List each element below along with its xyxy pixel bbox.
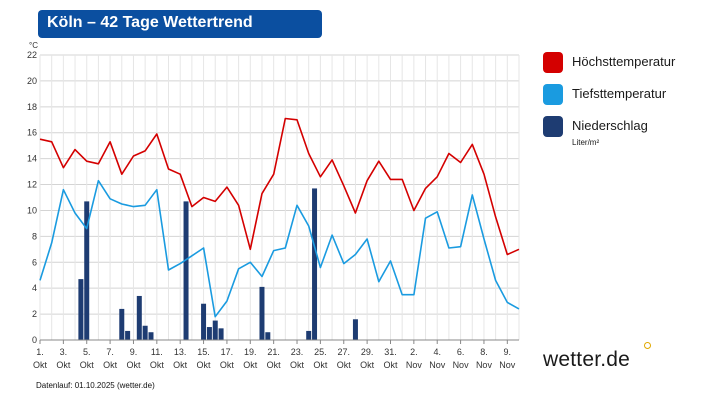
x-tick-label-month: Okt [243, 360, 258, 370]
x-tick-label-day: 3. [60, 347, 68, 357]
y-tick-label: 18 [27, 102, 37, 112]
precipitation-bar [78, 279, 84, 340]
x-tick-label-day: 31. [384, 347, 397, 357]
x-tick-label-month: Okt [313, 360, 328, 370]
x-tick-label-day: 17. [221, 347, 234, 357]
precipitation-bar [259, 286, 265, 340]
x-tick-label-day: 7. [106, 347, 114, 357]
y-tick-label: 20 [27, 76, 37, 86]
y-tick-label: 14 [27, 154, 37, 164]
x-tick-label-month: Okt [126, 360, 141, 370]
sun-circle-icon [644, 342, 651, 349]
y-tick-label: 4 [32, 283, 37, 293]
precipitation-bar [183, 201, 189, 340]
x-tick-label-month: Okt [220, 360, 235, 370]
x-tick-label-month: Okt [150, 360, 165, 370]
precipitation-bar [218, 328, 224, 340]
min-temp-line [39, 179, 520, 318]
legend-swatch-min-temp [543, 84, 563, 105]
precipitation-bar [265, 332, 271, 340]
x-tick-label-month: Nov [476, 360, 493, 370]
title-banner: Köln – 42 Tage Wettertrend [38, 10, 322, 38]
y-tick-label: 0 [32, 335, 37, 345]
x-tick-label-month: Okt [360, 360, 375, 370]
y-tick-label: 6 [32, 257, 37, 267]
precipitation-bar [142, 325, 148, 340]
x-tick-label-day: 1. [36, 347, 44, 357]
precipitation-bar [206, 327, 212, 340]
x-tick-label-day: 11. [151, 347, 163, 357]
x-tick-label-month: Okt [337, 360, 352, 370]
x-tick-label-day: 13. [174, 347, 187, 357]
x-tick-label-day: 9. [504, 347, 512, 357]
x-tick-label-day: 15. [197, 347, 210, 357]
precipitation-bar [84, 201, 90, 340]
x-tick-label-day: 29. [361, 347, 374, 357]
x-tick-label-day: 8. [480, 347, 488, 357]
x-tick-label-day: 2. [410, 347, 418, 357]
x-tick-label-day: 19. [244, 347, 257, 357]
y-tick-label: 22 [27, 50, 37, 60]
precipitation-bar [136, 295, 142, 340]
x-tick-label-month: Okt [103, 360, 118, 370]
precipitation-bar [306, 330, 312, 340]
page-title: Köln – 42 Tage Wettertrend [47, 14, 253, 31]
x-tick-label-day: 27. [337, 347, 350, 357]
x-tick-label-day: 9. [130, 347, 138, 357]
y-axis-unit: °C [29, 41, 38, 50]
y-tick-label: 16 [27, 128, 37, 138]
precipitation-bar [352, 319, 358, 340]
x-tick-label-month: Nov [406, 360, 423, 370]
x-tick-label-month: Okt [290, 360, 305, 370]
legend-label-min-temp: Tiefsttemperatur [572, 86, 667, 101]
x-tick-label-month: Okt [173, 360, 188, 370]
y-tick-label: 10 [27, 205, 37, 215]
x-tick-label-day: 4. [433, 347, 441, 357]
x-tick-label-month: Okt [267, 360, 282, 370]
x-tick-label-day: 23. [291, 347, 304, 357]
x-tick-label-month: Nov [453, 360, 470, 370]
y-tick-label: 2 [32, 309, 37, 319]
y-tick-label: 8 [32, 231, 37, 241]
wetter-de-logo: wetter.de [543, 348, 631, 371]
x-tick-label-month: Nov [429, 360, 446, 370]
legend-swatch-max-temp [543, 52, 563, 73]
precipitation-bar [119, 308, 125, 340]
x-tick-label-month: Okt [33, 360, 48, 370]
x-tick-label-day: 6. [457, 347, 465, 357]
x-tick-label-month: Okt [197, 360, 212, 370]
legend-swatch-precipitation [543, 116, 563, 137]
x-tick-label-month: Okt [383, 360, 398, 370]
precipitation-bar [148, 332, 154, 340]
y-tick-label: 12 [27, 180, 37, 190]
max-temp-line [39, 117, 520, 256]
legend-label-precipitation: Niederschlag [572, 118, 648, 133]
x-tick-label-month: Okt [56, 360, 71, 370]
precipitation-bar [125, 330, 131, 340]
x-tick-label-day: 21. [267, 347, 280, 357]
precipitation-bar [212, 320, 218, 340]
data-run-footer: Datenlauf: 01.10.2025 (wetter.de) [36, 381, 155, 390]
legend-label-max-temp: Höchsttemperatur [572, 54, 676, 69]
x-tick-label-day: 25. [314, 347, 327, 357]
x-tick-label-day: 5. [83, 347, 91, 357]
x-tick-label-month: Okt [80, 360, 95, 370]
precipitation-bar [312, 188, 318, 340]
legend-unit-precipitation: Liter/m² [572, 138, 600, 147]
x-tick-label-month: Nov [499, 360, 516, 370]
precipitation-bar [201, 303, 207, 340]
